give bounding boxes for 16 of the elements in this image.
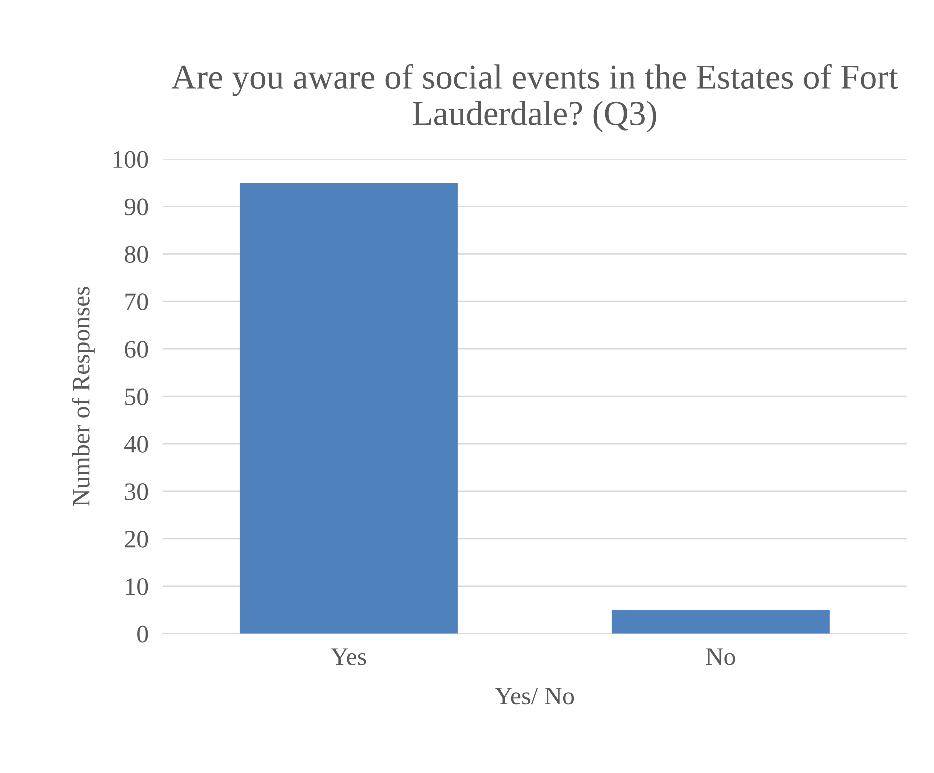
y-tick-label: 70 — [126, 294, 148, 311]
y-tick-label: 60 — [125, 341, 148, 358]
x-axis-title: Yes/ No — [495, 688, 574, 705]
y-tick-label: 0 — [138, 626, 148, 643]
y-tick-label: 40 — [124, 436, 148, 453]
y-tick-label: 90 — [124, 198, 148, 216]
y-tick-label: 80 — [125, 246, 148, 264]
y-tick-label: 100 — [114, 151, 148, 168]
y-tick-label: 20 — [125, 530, 148, 548]
y-tick-label: 50 — [126, 388, 148, 406]
y-tick-label: 10 — [126, 578, 148, 596]
y-tick-label: 30 — [125, 484, 148, 500]
x-tick-label: Yes — [331, 648, 366, 666]
chart-title: Are you aware of social events in the Estates of Fort Lauderdale? (Q3) — [172, 64, 898, 133]
y-axis-title: Number of Responses — [72, 287, 95, 506]
x-tick-label: No — [706, 648, 736, 666]
